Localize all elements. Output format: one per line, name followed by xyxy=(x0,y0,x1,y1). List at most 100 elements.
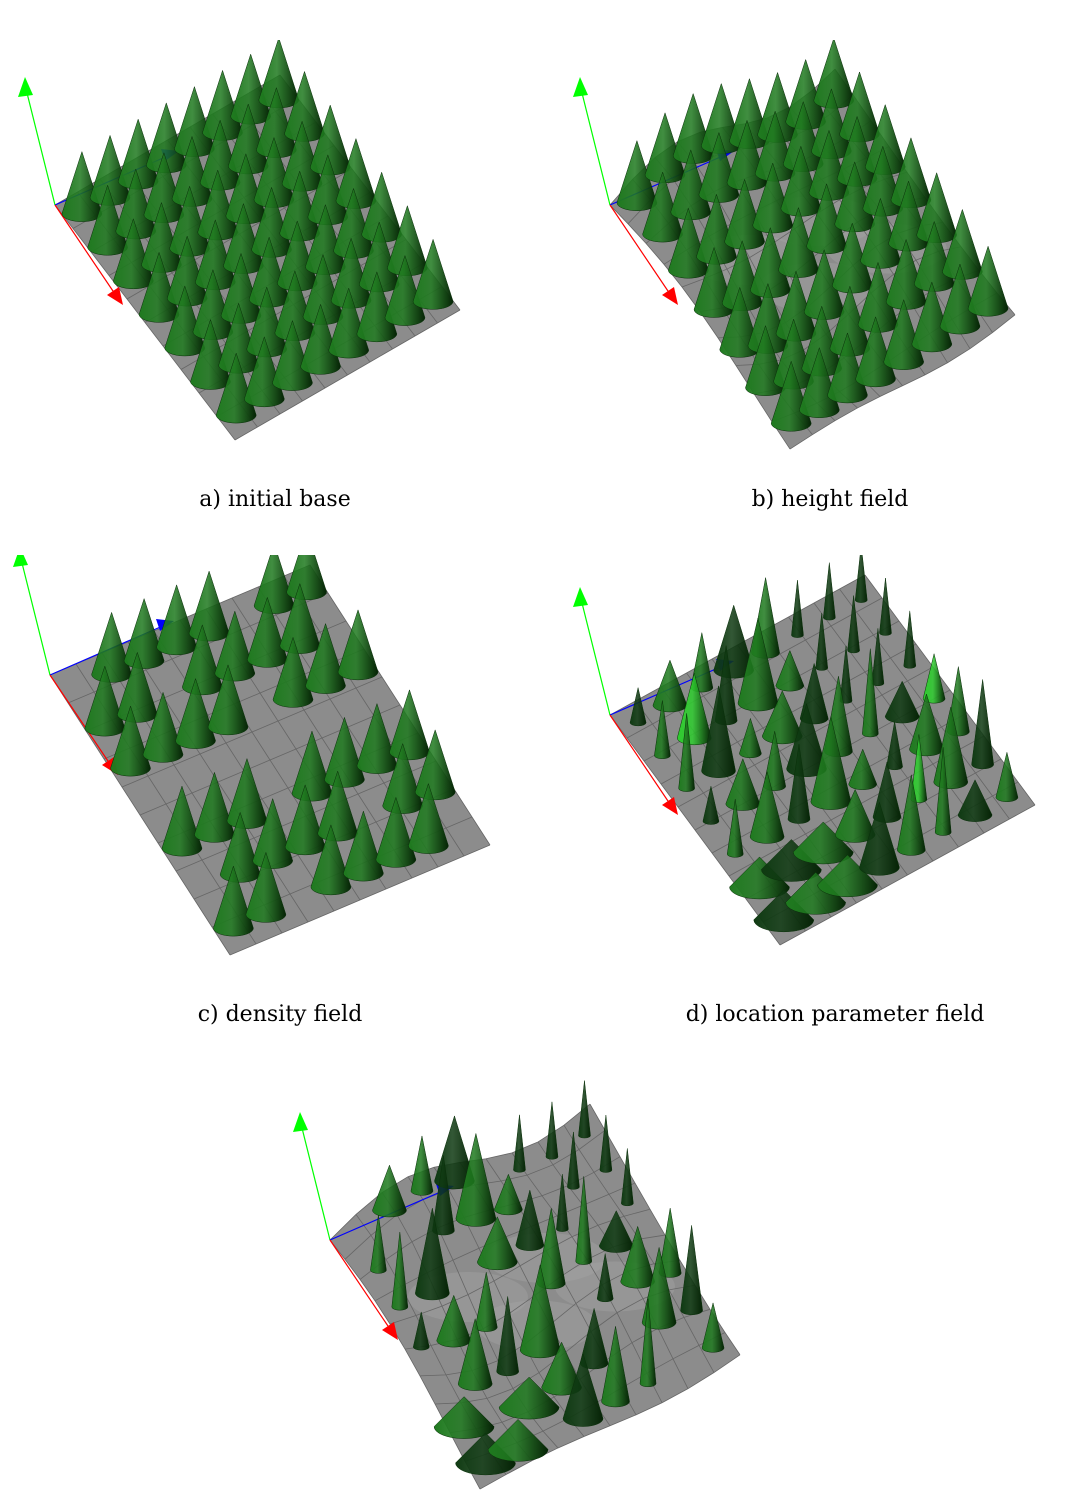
tree-cone xyxy=(903,610,917,669)
tree-cone xyxy=(328,287,369,359)
caption-c: c) density field xyxy=(197,1002,363,1027)
tree-cone xyxy=(793,821,854,865)
tree-cone xyxy=(110,705,151,777)
tree-cone xyxy=(324,716,365,788)
caption-b: b) height field xyxy=(751,487,909,512)
tree-cone xyxy=(252,797,293,869)
axis-y-arrow xyxy=(293,1112,308,1132)
tree-cone xyxy=(897,774,926,856)
tree-cone xyxy=(799,346,840,418)
tree-cone xyxy=(739,717,762,759)
tree-cone xyxy=(412,1311,430,1351)
axis-x-arrow xyxy=(662,287,678,305)
tree-cone xyxy=(753,889,815,933)
panel-a-initial-base xyxy=(0,40,540,450)
tree-cone xyxy=(629,687,647,727)
tree-cone xyxy=(726,799,744,858)
tree-cone xyxy=(596,1253,614,1303)
tree-cone xyxy=(513,1114,526,1173)
tree-cone xyxy=(939,263,981,335)
tree-cone xyxy=(515,1189,545,1251)
tree-cone xyxy=(957,779,993,822)
tree-cone xyxy=(995,752,1019,802)
axis-y xyxy=(24,84,56,206)
scene-d xyxy=(573,555,1036,946)
tree-cone xyxy=(770,360,812,432)
tree-cone xyxy=(823,562,836,621)
tree-cone xyxy=(785,871,846,915)
tree-cone xyxy=(455,1133,497,1227)
tree-cone xyxy=(310,824,352,896)
axis-y xyxy=(299,1119,331,1241)
tree-cone xyxy=(286,555,327,601)
tree-cone xyxy=(245,851,287,923)
tree-cone xyxy=(372,1164,407,1218)
tree-cone xyxy=(384,254,426,326)
axis-x xyxy=(609,714,673,808)
tree-cone xyxy=(761,839,822,882)
tree-cone xyxy=(370,1215,387,1274)
tree-cone xyxy=(639,1298,657,1388)
tree-cone xyxy=(477,1216,518,1271)
tree-cone xyxy=(207,664,249,736)
tree-cone xyxy=(815,613,828,671)
tree-cone xyxy=(967,245,1009,317)
tree-cone xyxy=(848,748,877,790)
tree-cone xyxy=(457,1317,493,1391)
tree-cone xyxy=(879,578,892,636)
tree-cone xyxy=(883,298,924,370)
scene-b xyxy=(573,40,1016,450)
tree-cone xyxy=(214,610,256,682)
tree-cone xyxy=(791,580,804,638)
caption-d: d) location parameter field xyxy=(685,1002,985,1027)
tree-cone xyxy=(272,319,313,391)
tree-cone xyxy=(847,595,860,654)
tree-cone xyxy=(337,609,379,681)
tree-cone xyxy=(487,1419,549,1462)
tree-cone xyxy=(702,786,720,825)
tree-cone xyxy=(601,1326,630,1408)
tree-cone xyxy=(142,691,184,763)
tree-cone xyxy=(545,1101,559,1160)
tree-cone xyxy=(884,680,920,724)
tree-cone xyxy=(621,1148,634,1207)
axis-x-arrow xyxy=(382,1322,398,1340)
panel-e-combined xyxy=(280,1075,810,1495)
tree-cone xyxy=(701,1302,725,1353)
tree-cone xyxy=(827,332,868,404)
tree-cone xyxy=(817,854,878,898)
axis-y xyxy=(19,555,51,676)
tree-cone xyxy=(680,1225,703,1315)
axis-y-arrow xyxy=(573,587,588,607)
axis-x xyxy=(609,204,673,298)
tree-cone xyxy=(161,785,203,857)
axis-x-arrow xyxy=(662,797,678,815)
tree-cone xyxy=(911,281,953,353)
tree-cone xyxy=(599,1115,613,1173)
panel-c-density-field xyxy=(0,555,540,965)
tree-cone xyxy=(433,1396,495,1439)
tree-cone xyxy=(729,856,790,900)
tree-cone xyxy=(749,770,785,844)
tree-cone xyxy=(412,238,454,310)
scene-a xyxy=(18,40,461,441)
axis-y xyxy=(579,594,611,716)
scene-e xyxy=(293,1080,741,1490)
tree-cone xyxy=(578,1080,591,1139)
tree-cone xyxy=(498,1376,560,1420)
tree-cone xyxy=(408,782,449,854)
tree-cone xyxy=(696,193,737,265)
tree-cone xyxy=(556,1174,569,1232)
tree-cone xyxy=(859,801,900,876)
tree-cone xyxy=(213,865,254,937)
axis-x xyxy=(329,1239,393,1333)
tree-cone xyxy=(567,1131,580,1190)
tree-cone xyxy=(971,679,994,770)
tree-cone xyxy=(494,1173,523,1216)
tree-cone xyxy=(391,1231,409,1311)
tree-cone xyxy=(375,796,417,868)
tree-cone xyxy=(410,1135,434,1196)
scene-c xyxy=(13,555,491,956)
tree-cone xyxy=(356,271,398,343)
tree-cone xyxy=(415,1208,450,1301)
